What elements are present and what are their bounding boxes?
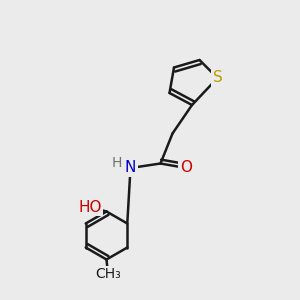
Text: O: O	[180, 160, 192, 175]
Text: CH₃: CH₃	[95, 268, 121, 281]
Text: S: S	[213, 70, 222, 86]
Text: H: H	[112, 156, 122, 170]
Text: N: N	[125, 160, 136, 175]
Text: HO: HO	[78, 200, 102, 214]
